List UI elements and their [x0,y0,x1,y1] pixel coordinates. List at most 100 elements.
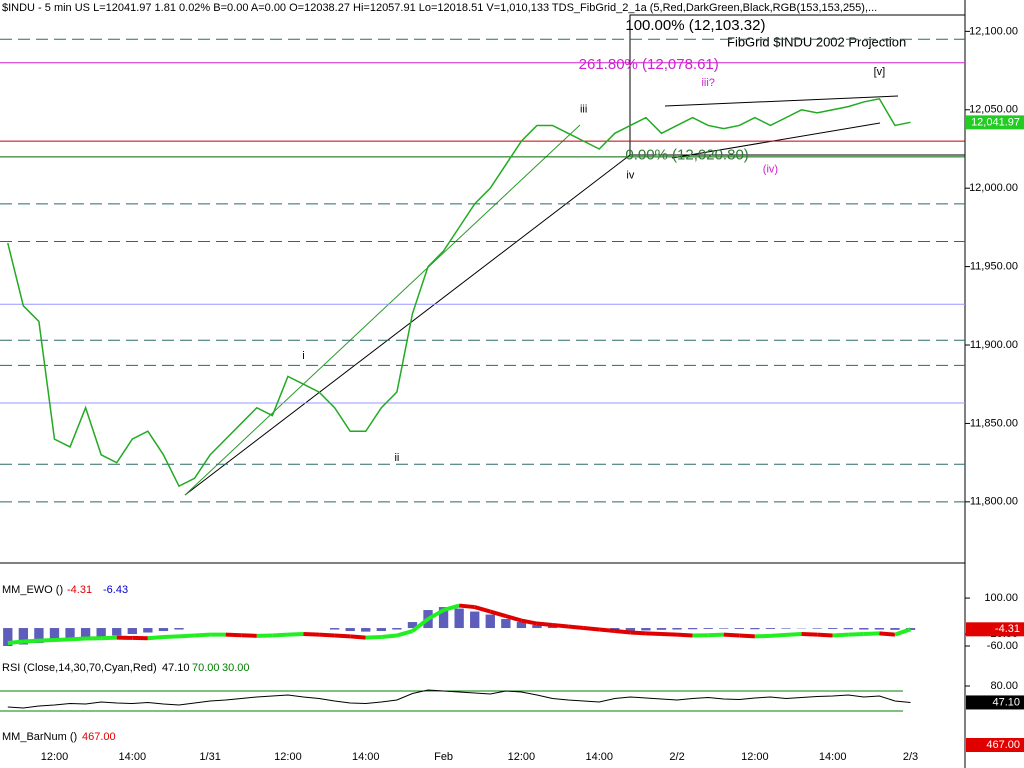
ewo-segment [614,629,631,635]
ewo-segment [194,632,211,638]
wave-label: iv [626,170,634,182]
ewo-segment [552,623,569,629]
wave-label: iii [580,104,587,116]
ewo-segment [567,624,584,631]
ewo-segment [38,638,55,643]
value-box-label: -4.31 [995,623,1020,635]
ewo-segment [474,605,491,614]
ewo-segment [879,631,896,637]
ewo-segment [661,632,678,637]
wave-label: (iv) [763,163,778,175]
ewo-segment [272,632,289,638]
ewo-segment [458,603,475,610]
ewo-segment [350,634,366,640]
x-tick-label: 14:00 [585,751,613,763]
ewo-segment [536,621,553,628]
readout: -4.31 [67,584,92,596]
ewo-segment [645,631,662,637]
readout: 30.00 [222,662,250,674]
ewo-segment [241,633,257,638]
ewo-segment [754,633,771,639]
y-tick-label: 12,000.00 [969,182,1018,194]
ewo-segment [848,632,864,637]
fib-label: 0.00% (12,020.80) [625,147,748,164]
value-box-label: 467.00 [986,739,1020,751]
ewo-segment [676,632,693,638]
y-tick-label: 80.00 [990,680,1018,692]
y-tick-label: 11,950.00 [970,261,1018,273]
ewo-segment [178,633,195,639]
y-tick-label: 11,900.00 [970,339,1018,351]
readout: 467.00 [82,731,116,743]
ewo-segment [396,629,414,638]
trend-line [184,154,631,496]
ewo-segment [443,603,460,612]
ewo-segment [583,626,600,632]
panel-title: RSI (Close,14,30,70,Cyan,Red) [2,662,157,674]
ewo-segment [739,633,755,639]
trend-line [184,124,581,496]
wave-label: ii [394,452,399,464]
ewo-segment [723,632,740,638]
fib-box [629,14,966,156]
ewo-segment [427,608,445,621]
value-box [966,695,1024,710]
price-line [7,97,911,488]
ewo-segment [287,632,304,637]
ewo-segment [303,632,320,637]
value-box-label: 12,041.97 [971,116,1020,128]
ewo-segment [69,636,86,642]
rsi-line [7,689,911,709]
y-tick-label: 11,800.00 [970,496,1018,508]
ewo-segment [708,632,724,638]
subtitle: FibGrid $INDU 2002 Projection [727,34,906,49]
x-tick-label: 1/31 [199,751,220,763]
ewo-segment [489,609,507,618]
x-tick-label: 14:00 [819,751,847,763]
readout: 47.10 [162,662,190,674]
ewo-segment [863,631,880,637]
readout: 70.00 [192,662,220,674]
header: $INDU - 5 min US L=12041.97 1.81 0.02% B… [2,2,877,14]
value-box [966,115,1024,130]
ewo-segment [770,632,787,638]
y-tick-label: -60.00 [987,640,1018,652]
fib-label: 100.00% (12,103.32) [625,17,765,34]
y-tick-label: 100.00 [984,592,1018,604]
wave-label: i [302,350,304,362]
ewo-segment [54,637,71,643]
panel-title: MM_BarNum () [2,731,77,743]
x-tick-label: 12:00 [41,751,69,763]
value-box [966,738,1024,752]
ewo-segment [23,638,40,644]
wedge-line [664,95,899,107]
value-box [966,622,1024,637]
wedge-line [671,122,881,159]
y-tick-label: 11,850.00 [970,417,1018,429]
wave-label: [v] [874,66,886,78]
ewo-segment [599,627,615,634]
ewo-segment [521,618,538,626]
x-tick-label: 2/2 [669,751,684,763]
y-tick-label: 12,050.00 [969,104,1018,116]
ewo-segment [894,627,912,637]
ewo-segment [163,634,180,640]
wave-label: iii? [701,77,714,89]
ewo-segment [801,632,818,637]
x-tick-label: 12:00 [274,751,302,763]
ewo-segment [334,633,351,639]
readout: -6.43 [103,584,128,596]
panel-title: MM_EWO () [2,584,63,596]
x-tick-label: 12:00 [508,751,536,763]
x-tick-label: 2/3 [903,751,918,763]
value-box-label: 47.10 [992,696,1020,708]
x-tick-label: 14:00 [352,751,380,763]
ewo-segment [832,632,849,638]
ewo-segment [411,617,430,633]
ewo-segment [817,632,833,638]
x-tick-label: 12:00 [741,751,769,763]
fib-label: 261.80% (12,078.61) [579,56,719,73]
